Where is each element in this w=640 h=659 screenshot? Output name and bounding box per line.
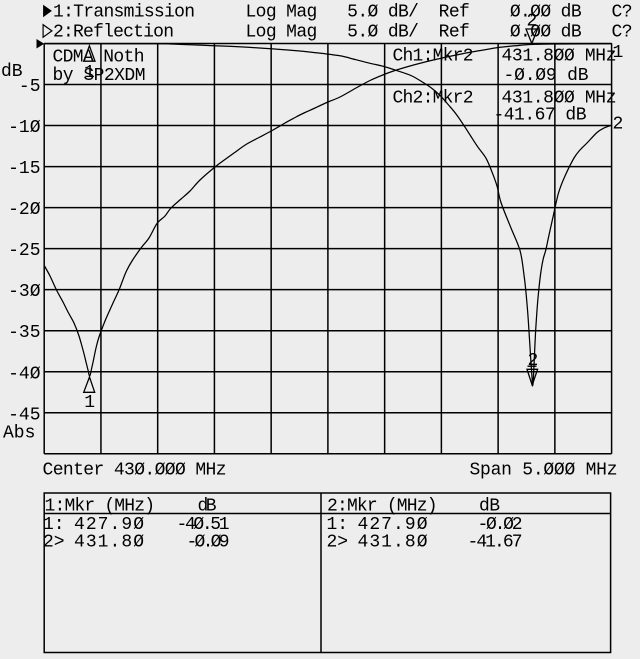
svg-text:1: 1 (84, 63, 95, 83)
svg-text:Ch2:Mkr2: Ch2:Mkr2 (393, 88, 474, 108)
svg-text:2:Mkr (MHz): 2:Mkr (MHz) (327, 497, 438, 517)
svg-text:dB: dB (479, 497, 500, 517)
svg-text:-5: -5 (19, 77, 41, 97)
svg-text:dB: dB (198, 497, 217, 517)
svg-text:-35: -35 (8, 323, 40, 343)
svg-text:431.8ØØ MHz: 431.8ØØ MHz (502, 88, 617, 108)
svg-text:Ch1:Mkr2: Ch1:Mkr2 (393, 47, 474, 67)
svg-text:by SP2XDM: by SP2XDM (53, 66, 146, 86)
svg-text:Log Mag 5.Ø dB/ Ref Ø.ØØ: Log Mag 5.Ø dB/ Ref Ø.ØØ dB C? (246, 3, 633, 23)
svg-text:-45: -45 (8, 405, 40, 425)
svg-text:431.8Ø: 431.8Ø (358, 533, 428, 553)
svg-text:-2Ø: -2Ø (8, 200, 41, 220)
svg-text:431.8Ø: 431.8Ø (74, 533, 144, 553)
svg-text:1:Mkr (MHz): 1:Mkr (MHz) (45, 497, 156, 517)
svg-text:dB: dB (1, 62, 23, 82)
svg-text:2>: 2> (43, 533, 65, 553)
svg-text:Center 43Ø.ØØØ MHz: Center 43Ø.ØØØ MHz (43, 461, 227, 481)
svg-text:Abs: Abs (3, 424, 35, 444)
svg-text:2: 2 (527, 12, 538, 32)
svg-text:-Ø.Ø2: -Ø.Ø2 (478, 515, 523, 535)
svg-text:1:: 1: (327, 515, 349, 535)
svg-text:427.9Ø: 427.9Ø (358, 515, 428, 535)
svg-text:427.9Ø: 427.9Ø (74, 515, 144, 535)
svg-text:1:Transmission: 1:Transmission (53, 3, 195, 23)
svg-text:-25: -25 (8, 241, 40, 261)
svg-text:431.8ØØ MHz: 431.8ØØ MHz (502, 47, 617, 67)
svg-text:-4Ø: -4Ø (8, 364, 41, 384)
svg-text:1: 1 (84, 393, 95, 413)
svg-text:2: 2 (613, 115, 624, 135)
svg-text:-41.67: -41.67 (468, 533, 523, 553)
svg-text:Log Mag 5.Ø dB/ Ref Ø.ØØ: Log Mag 5.Ø dB/ Ref Ø.ØØ dB C? (246, 23, 633, 43)
svg-text:-1Ø: -1Ø (8, 118, 41, 138)
svg-text:2: 2 (528, 351, 539, 371)
svg-text:2:Reflection: 2:Reflection (53, 23, 174, 43)
svg-text:-Ø.Ø9 dB: -Ø.Ø9 dB (504, 66, 589, 86)
svg-text:1: 1 (613, 43, 624, 63)
svg-text:CDMA Noth: CDMA Noth (53, 48, 145, 68)
svg-text:-15: -15 (8, 159, 40, 179)
svg-text:-Ø.Ø9: -Ø.Ø9 (187, 533, 230, 553)
svg-text:-4Ø.51: -4Ø.51 (177, 515, 230, 535)
svg-text:-41.67 dB: -41.67 dB (494, 105, 587, 125)
svg-text:2>: 2> (327, 533, 349, 553)
svg-text:Span 5.ØØØ MHz: Span 5.ØØØ MHz (470, 461, 618, 481)
svg-text:1:: 1: (43, 515, 65, 535)
svg-text:-3Ø: -3Ø (8, 282, 41, 302)
